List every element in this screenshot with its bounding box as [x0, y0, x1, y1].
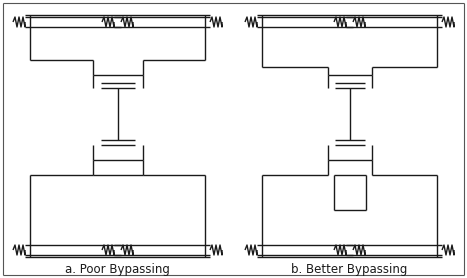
Text: b. Better Bypassing: b. Better Bypassing: [291, 264, 408, 277]
Text: a. Poor Bypassing: a. Poor Bypassing: [65, 264, 170, 277]
